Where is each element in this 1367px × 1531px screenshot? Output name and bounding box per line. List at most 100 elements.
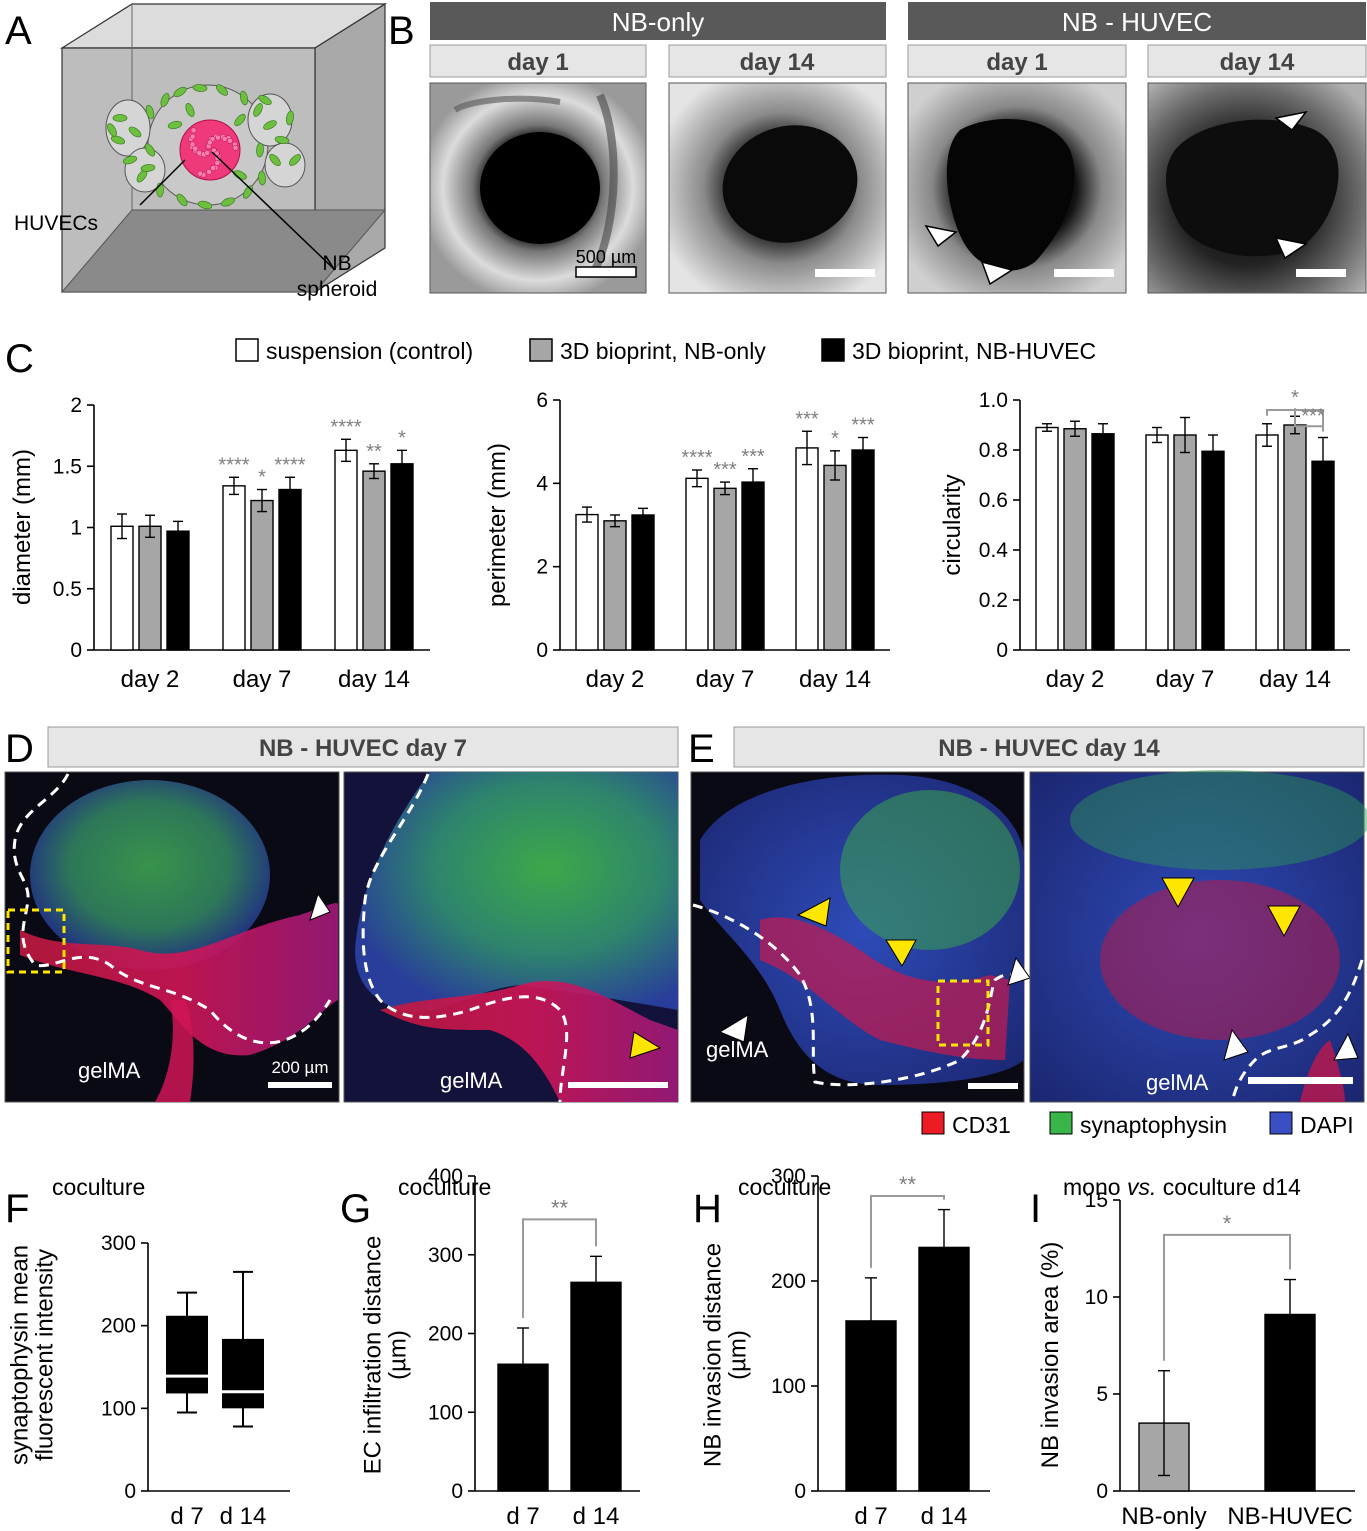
nb-cell	[215, 134, 221, 141]
nb-region-green	[355, 772, 678, 1013]
subheader-4	[1147, 44, 1367, 78]
arrowhead-yellow	[796, 897, 831, 927]
bar	[1283, 424, 1307, 651]
y-tick-label: 300	[101, 1232, 136, 1255]
x-tick-label: d 7	[854, 1503, 887, 1530]
y-tick-label: 0.2	[979, 589, 1008, 612]
nb-label: NB	[322, 252, 351, 275]
bar	[575, 513, 599, 651]
nb-cell	[189, 133, 196, 140]
subheader-1-text: day 1	[507, 49, 568, 76]
y-axis-label: (µm)	[385, 1330, 412, 1380]
y-tick-label: 5	[1096, 1383, 1108, 1406]
significance-stars: *	[398, 427, 406, 449]
bar	[795, 447, 819, 651]
huvec-cell	[122, 155, 138, 165]
spheroid-dark-4	[1165, 119, 1339, 257]
huvec-region-red	[1100, 880, 1340, 1040]
bar	[1201, 450, 1225, 651]
nb-cell	[206, 169, 212, 175]
legend-label-nb-only: 3D bioprint, NB-only	[560, 338, 766, 364]
huvec-cell	[289, 154, 301, 166]
micrograph-ridge	[591, 93, 618, 272]
y-tick-label: 1.5	[53, 455, 82, 478]
y-tick-label: 2	[70, 394, 82, 417]
y-tick-label: 0.8	[979, 439, 1008, 462]
x-tick-label: day 7	[233, 666, 292, 693]
scale-bar	[968, 1083, 1018, 1089]
subheader-4-text: day 14	[1220, 49, 1295, 76]
scale-bar	[1054, 269, 1114, 277]
scale-bar	[1248, 1077, 1353, 1084]
gelma-boundary	[361, 773, 569, 1103]
huvec-cell	[144, 143, 156, 157]
bar	[166, 530, 190, 651]
bar	[1255, 434, 1279, 651]
significance-bracket	[1294, 408, 1323, 428]
arrowhead-white	[1007, 956, 1031, 986]
y-tick-label: 0	[794, 1480, 806, 1503]
significance-stars: **	[899, 1172, 917, 1197]
significance-bracket	[1163, 1233, 1291, 1361]
nb-cell	[204, 150, 211, 156]
huvecs-label: HUVECs	[14, 212, 98, 235]
arrowhead-white	[718, 1014, 749, 1043]
chart-title-part: coculture d14	[1156, 1174, 1301, 1200]
bar	[362, 470, 386, 651]
panel-label-a: A	[5, 9, 32, 53]
y-axis-label: fluorescent intensity	[32, 1249, 59, 1461]
y-tick-label: 0	[1096, 1480, 1108, 1503]
banner-d	[47, 726, 679, 768]
scale-bar	[1296, 269, 1346, 277]
scale-bar	[575, 266, 637, 278]
nb-cell	[221, 136, 228, 142]
arrowhead-yellow	[629, 1031, 662, 1059]
huvec-cell	[269, 154, 281, 166]
panel-d: D NB - HUVEC day 7 gelMA 200 µm gelMA	[4, 726, 679, 1103]
bar	[1035, 426, 1059, 651]
huvec-cell	[140, 164, 156, 172]
legend-label-cd31: CD31	[952, 1112, 1011, 1138]
x-tick-label: d 14	[921, 1503, 968, 1530]
significance-stars: *	[831, 428, 839, 450]
huvec-cell	[110, 135, 126, 145]
bar	[334, 449, 358, 651]
gelma-label: gelMA	[440, 1068, 503, 1093]
bar	[1311, 460, 1335, 651]
arrowhead-yellow	[1161, 877, 1195, 909]
arrowhead-white	[1223, 1028, 1249, 1061]
synaptophysin-area	[840, 790, 1020, 950]
y-tick-label: 100	[428, 1401, 463, 1424]
y-tick-label: 1.0	[979, 389, 1008, 412]
huvec-cells	[107, 84, 301, 210]
panel-b: B NB-only NB - HUVEC day 1 day 14 day 1 …	[388, 2, 1367, 294]
y-tick-label: 200	[771, 1270, 806, 1293]
scale-label: 200 µm	[271, 1058, 328, 1077]
y-tick-label: 0.4	[979, 539, 1009, 562]
y-tick-label: 300	[771, 1165, 806, 1188]
significance-stars: ****	[330, 416, 361, 438]
panel-label-h: H	[693, 1187, 722, 1231]
nb-cell	[207, 139, 213, 146]
bar	[1145, 434, 1169, 651]
huvec-cell	[234, 113, 246, 127]
significance-stars: ***	[741, 446, 765, 468]
gelma-label: gelMA	[1146, 1070, 1209, 1095]
y-axis-label: synaptophysin mean	[6, 1245, 33, 1465]
scale-bar	[568, 1082, 668, 1088]
panel-label-d: D	[5, 727, 34, 771]
subheader-2	[668, 44, 887, 78]
bar	[390, 463, 414, 651]
arrowhead-white	[924, 224, 958, 248]
gelma-boundary	[1230, 959, 1364, 1103]
legend-swatch-control	[235, 338, 259, 362]
chart-circularity: 0 0.2 0.4 0.6 0.8 1.0 day 2 day 7 day 14 circular…	[939, 387, 1350, 693]
arrowhead-white	[1274, 110, 1308, 132]
y-tick-label: 10	[1085, 1286, 1108, 1309]
huvec-cell	[258, 95, 272, 105]
huvec-cell	[107, 123, 117, 137]
significance-stars: *	[1223, 1211, 1232, 1236]
chart-title-part: mono	[1063, 1174, 1127, 1200]
banner-d-text: NB - HUVEC day 7	[259, 735, 467, 762]
bar	[741, 481, 765, 651]
